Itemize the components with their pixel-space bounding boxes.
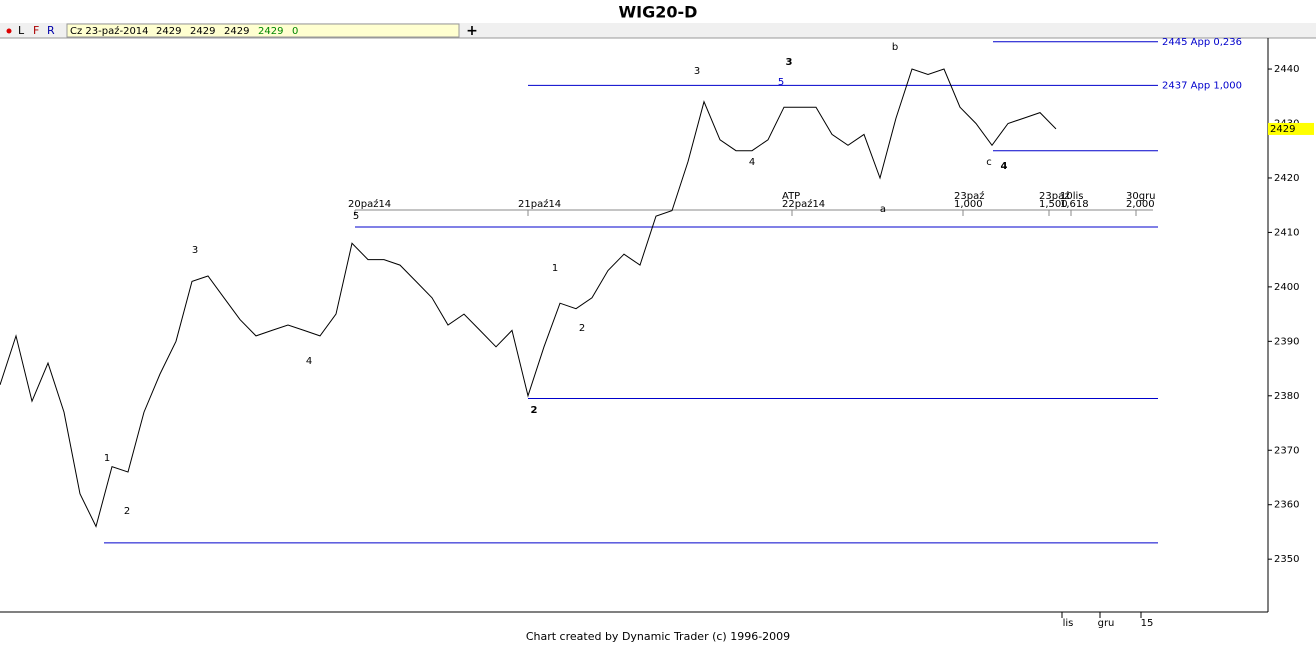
wave-label: c xyxy=(986,157,992,168)
price-line xyxy=(0,68,1057,528)
wave-label: 3 xyxy=(786,57,793,68)
time-label: 23paź xyxy=(954,190,984,202)
x-tick-label: lis xyxy=(1063,618,1074,629)
y-tick-label: 2390 xyxy=(1274,336,1299,347)
quote-open: 2429 xyxy=(156,26,181,37)
add-button[interactable]: + xyxy=(466,23,478,39)
time-label: 1,618 xyxy=(1060,199,1089,210)
footer: Chart created by Dynamic Trader (c) 1996… xyxy=(526,630,790,643)
wave-label: 4 xyxy=(1001,161,1008,172)
quote-change: 0 xyxy=(292,26,298,37)
time-label: 2,000 xyxy=(1126,199,1155,210)
x-tick-label: 15 xyxy=(1141,618,1154,629)
wave-label: 2 xyxy=(531,405,538,416)
y-tick-label: 2350 xyxy=(1274,554,1299,565)
wave-label: 5 xyxy=(353,211,359,222)
quote-box xyxy=(66,23,460,38)
time-label: 30gru xyxy=(1126,191,1156,202)
status-dot xyxy=(6,28,12,34)
wave-label: 2 xyxy=(579,323,585,334)
wave-label: 1 xyxy=(552,263,558,274)
quote-date: Cz 23-paź-2014 xyxy=(70,25,149,37)
time-label: 1,500 xyxy=(1039,199,1068,210)
wave-label: 4 xyxy=(749,157,755,168)
time-label: 22paź14 xyxy=(782,198,825,210)
quote-last: 2429 xyxy=(258,26,283,37)
x-tick-label: gru xyxy=(1098,618,1115,629)
last-price-label: 2429 xyxy=(1270,124,1295,135)
mode-l[interactable]: L xyxy=(18,24,25,37)
time-label: 20paź14 xyxy=(348,198,391,210)
quote-low: 2429 xyxy=(224,26,249,37)
quote-high: 2429 xyxy=(190,26,215,37)
wave-label: 3 xyxy=(694,66,700,77)
y-tick-label: 2380 xyxy=(1274,391,1299,402)
wave-label: 4 xyxy=(306,356,312,367)
time-label: ATP xyxy=(782,191,800,202)
wave-label: 3 xyxy=(192,245,198,256)
wave-label: b xyxy=(892,42,898,53)
time-label: 10lis xyxy=(1060,191,1084,202)
mode-f[interactable]: F xyxy=(33,24,39,37)
time-label: 23paź xyxy=(1039,190,1069,202)
chart-title: WIG20-D xyxy=(619,3,698,22)
y-tick-label: 2360 xyxy=(1274,500,1299,511)
wave-label: a xyxy=(880,204,886,215)
wave-label: 5 xyxy=(778,77,784,88)
time-label: 1,000 xyxy=(954,199,983,210)
level-label: 2437 App 1,000 xyxy=(1162,80,1242,91)
y-tick-label: 2410 xyxy=(1274,227,1299,238)
time-label: 21paź14 xyxy=(518,198,561,210)
y-tick-label: 2440 xyxy=(1274,64,1299,75)
wave-label: 2 xyxy=(124,506,130,517)
last-price-badge xyxy=(1268,122,1314,135)
mode-r[interactable]: R xyxy=(47,24,55,37)
y-tick-label: 2400 xyxy=(1274,282,1299,293)
wave-label: 1 xyxy=(104,453,110,464)
y-tick-label: 2370 xyxy=(1274,445,1299,456)
level-label: 2445 App 0,236 xyxy=(1162,37,1242,48)
y-tick-label: 2420 xyxy=(1274,173,1299,184)
